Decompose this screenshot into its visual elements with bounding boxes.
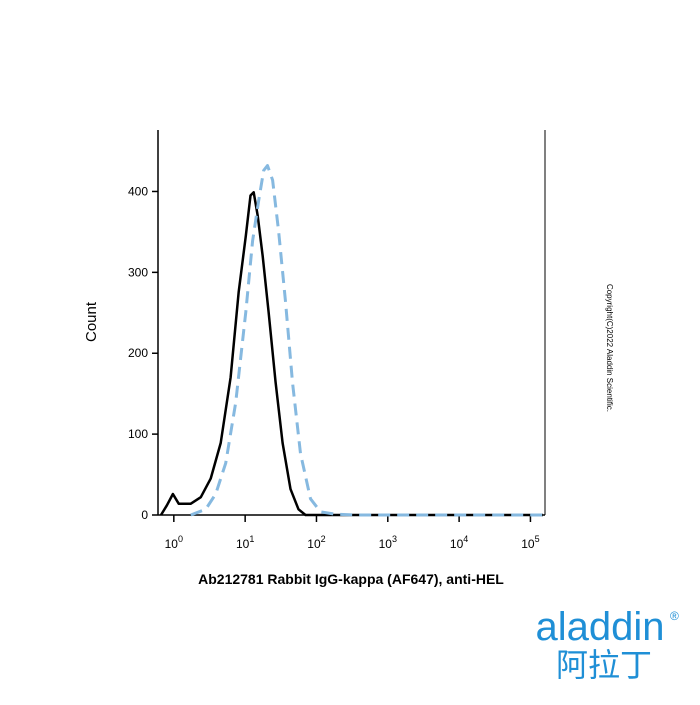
- x-axis-label: Ab212781 Rabbit IgG-kappa (AF647), anti-…: [198, 571, 504, 587]
- y-tick-label: 400: [128, 184, 148, 198]
- x-tick-label: 104: [450, 534, 468, 551]
- series-line: [190, 164, 543, 517]
- x-tick-exponent: 0: [178, 534, 183, 544]
- copyright: Copyright(C)2022 Aladdin Scientific.: [605, 284, 614, 412]
- y-tick-label: 0: [141, 508, 148, 522]
- y-tick-label: 300: [128, 265, 148, 279]
- x-tick-exponent: 1: [249, 534, 254, 544]
- logo-chinese: 阿拉丁: [556, 647, 652, 683]
- x-tick-exponent: 3: [392, 534, 397, 544]
- x-tick-base: 10: [450, 537, 464, 551]
- y-axis-label: Count: [83, 301, 100, 342]
- x-tick-base: 10: [521, 537, 535, 551]
- x-tick-label: 103: [379, 534, 397, 551]
- x-tick-label: 105: [521, 534, 539, 551]
- series-line: [159, 191, 543, 517]
- x-tick-base: 10: [379, 537, 393, 551]
- x-tick-exponent: 4: [463, 534, 468, 544]
- x-tick-base: 10: [165, 537, 179, 551]
- y-tick-label: 200: [128, 346, 148, 360]
- x-tick-exponent: 5: [535, 534, 540, 544]
- logo-latin: aladdin: [535, 605, 664, 649]
- x-tick-label: 102: [307, 534, 325, 551]
- logo-registered: ®: [670, 609, 679, 623]
- x-tick-label: 101: [236, 534, 254, 551]
- x-tick-label: 100: [165, 534, 183, 551]
- x-tick-exponent: 2: [321, 534, 326, 544]
- y-tick-label: 100: [128, 427, 148, 441]
- x-tick-base: 10: [307, 537, 321, 551]
- x-tick-base: 10: [236, 537, 250, 551]
